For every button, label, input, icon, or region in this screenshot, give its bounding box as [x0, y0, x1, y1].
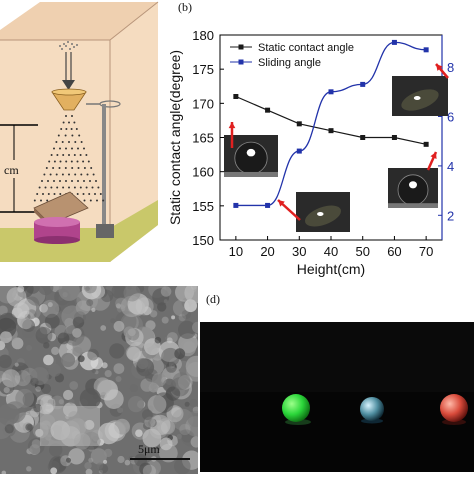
- x-tick-label: 60: [387, 244, 401, 259]
- petri-dish: [34, 222, 80, 240]
- y-tick-label: 160: [192, 165, 214, 180]
- red-droplet: [440, 394, 468, 422]
- panel-d-droplets: (d): [198, 286, 474, 474]
- contact-angle-chart: 150 155 160 165 170 175 180 10 20 30 40 50 60 70 2 4 6 8 H…: [167, 28, 454, 277]
- static-contact-angle-point: [391, 135, 397, 140]
- y-tick-label: 155: [192, 199, 214, 214]
- powder-source: [59, 41, 78, 50]
- right-tick-label: 2: [447, 208, 454, 223]
- legend-static-label: Static contact angle: [258, 42, 354, 54]
- green-droplet: [282, 394, 310, 422]
- static-contact-angle-point: [265, 107, 271, 113]
- apparatus-illustration: [0, 1, 159, 262]
- arrow-to-70cm-head: [430, 152, 437, 159]
- x-tick-label: 10: [229, 244, 243, 259]
- sliding-angle-point: [423, 47, 429, 53]
- sem-image: [0, 278, 207, 478]
- right-tick-label: 6: [447, 110, 454, 125]
- x-tick-label: 50: [355, 244, 369, 259]
- y-tick-label: 165: [192, 131, 214, 146]
- static-contact-angle-point: [360, 135, 366, 140]
- arrow-to-20cm-head: [278, 200, 285, 207]
- static-contact-angle-point: [328, 128, 334, 134]
- arrow-to-65cm-head: [436, 64, 443, 71]
- y-tick-label: 175: [192, 62, 214, 77]
- legend-static-marker: [238, 44, 244, 50]
- y-tick-label: 180: [192, 28, 214, 43]
- legend-sliding-label: Sliding angle: [258, 57, 321, 69]
- sliding-angle-point: [296, 148, 302, 154]
- sliding-angle-point: [328, 89, 334, 95]
- x-tick-label: 40: [324, 244, 338, 259]
- spray-cone: [33, 115, 105, 202]
- y-axis-label: Static contact angle(degree): [167, 50, 183, 225]
- y-tick-label: 170: [192, 96, 214, 111]
- sliding-angle-point: [233, 202, 239, 208]
- x-tick-label: 30: [292, 244, 306, 259]
- legend-sliding-marker: [238, 59, 244, 65]
- y-tick-label: 150: [192, 233, 214, 248]
- panel-b-chart: (b) 150 155 160 165 170 175 180 10 20 30 40 50 60 70 2…: [160, 0, 474, 285]
- x-axis-label: Height(cm): [297, 261, 365, 277]
- panel-c-sem: 5μm: [0, 278, 207, 478]
- x-tick-label: 70: [419, 244, 433, 259]
- height-label: cm: [4, 163, 19, 177]
- right-tick-label: 8: [447, 60, 454, 75]
- clear-droplet: [360, 397, 384, 421]
- droplets-photo: [200, 322, 474, 472]
- arrow-to-10cm-head: [228, 122, 236, 129]
- chamber-box: [0, 2, 158, 262]
- panel-d-label: (d): [206, 292, 220, 306]
- scale-bar-label: 5μm: [138, 442, 160, 456]
- chamber-top: [0, 2, 158, 40]
- x-tick-label: 20: [260, 244, 274, 259]
- stand-rod: [102, 104, 106, 230]
- right-tick-label: 4: [447, 159, 454, 174]
- sliding-angle-point: [265, 202, 271, 208]
- stand-base: [96, 224, 114, 238]
- panel-a-apparatus: cm: [0, 0, 160, 270]
- sliding-angle-point: [391, 39, 397, 45]
- static-contact-angle-point: [423, 141, 429, 147]
- sliding-angle-point: [360, 81, 366, 87]
- static-contact-angle-point: [233, 94, 239, 99]
- panel-b-label: (b): [178, 0, 192, 14]
- static-contact-angle-point: [296, 121, 302, 127]
